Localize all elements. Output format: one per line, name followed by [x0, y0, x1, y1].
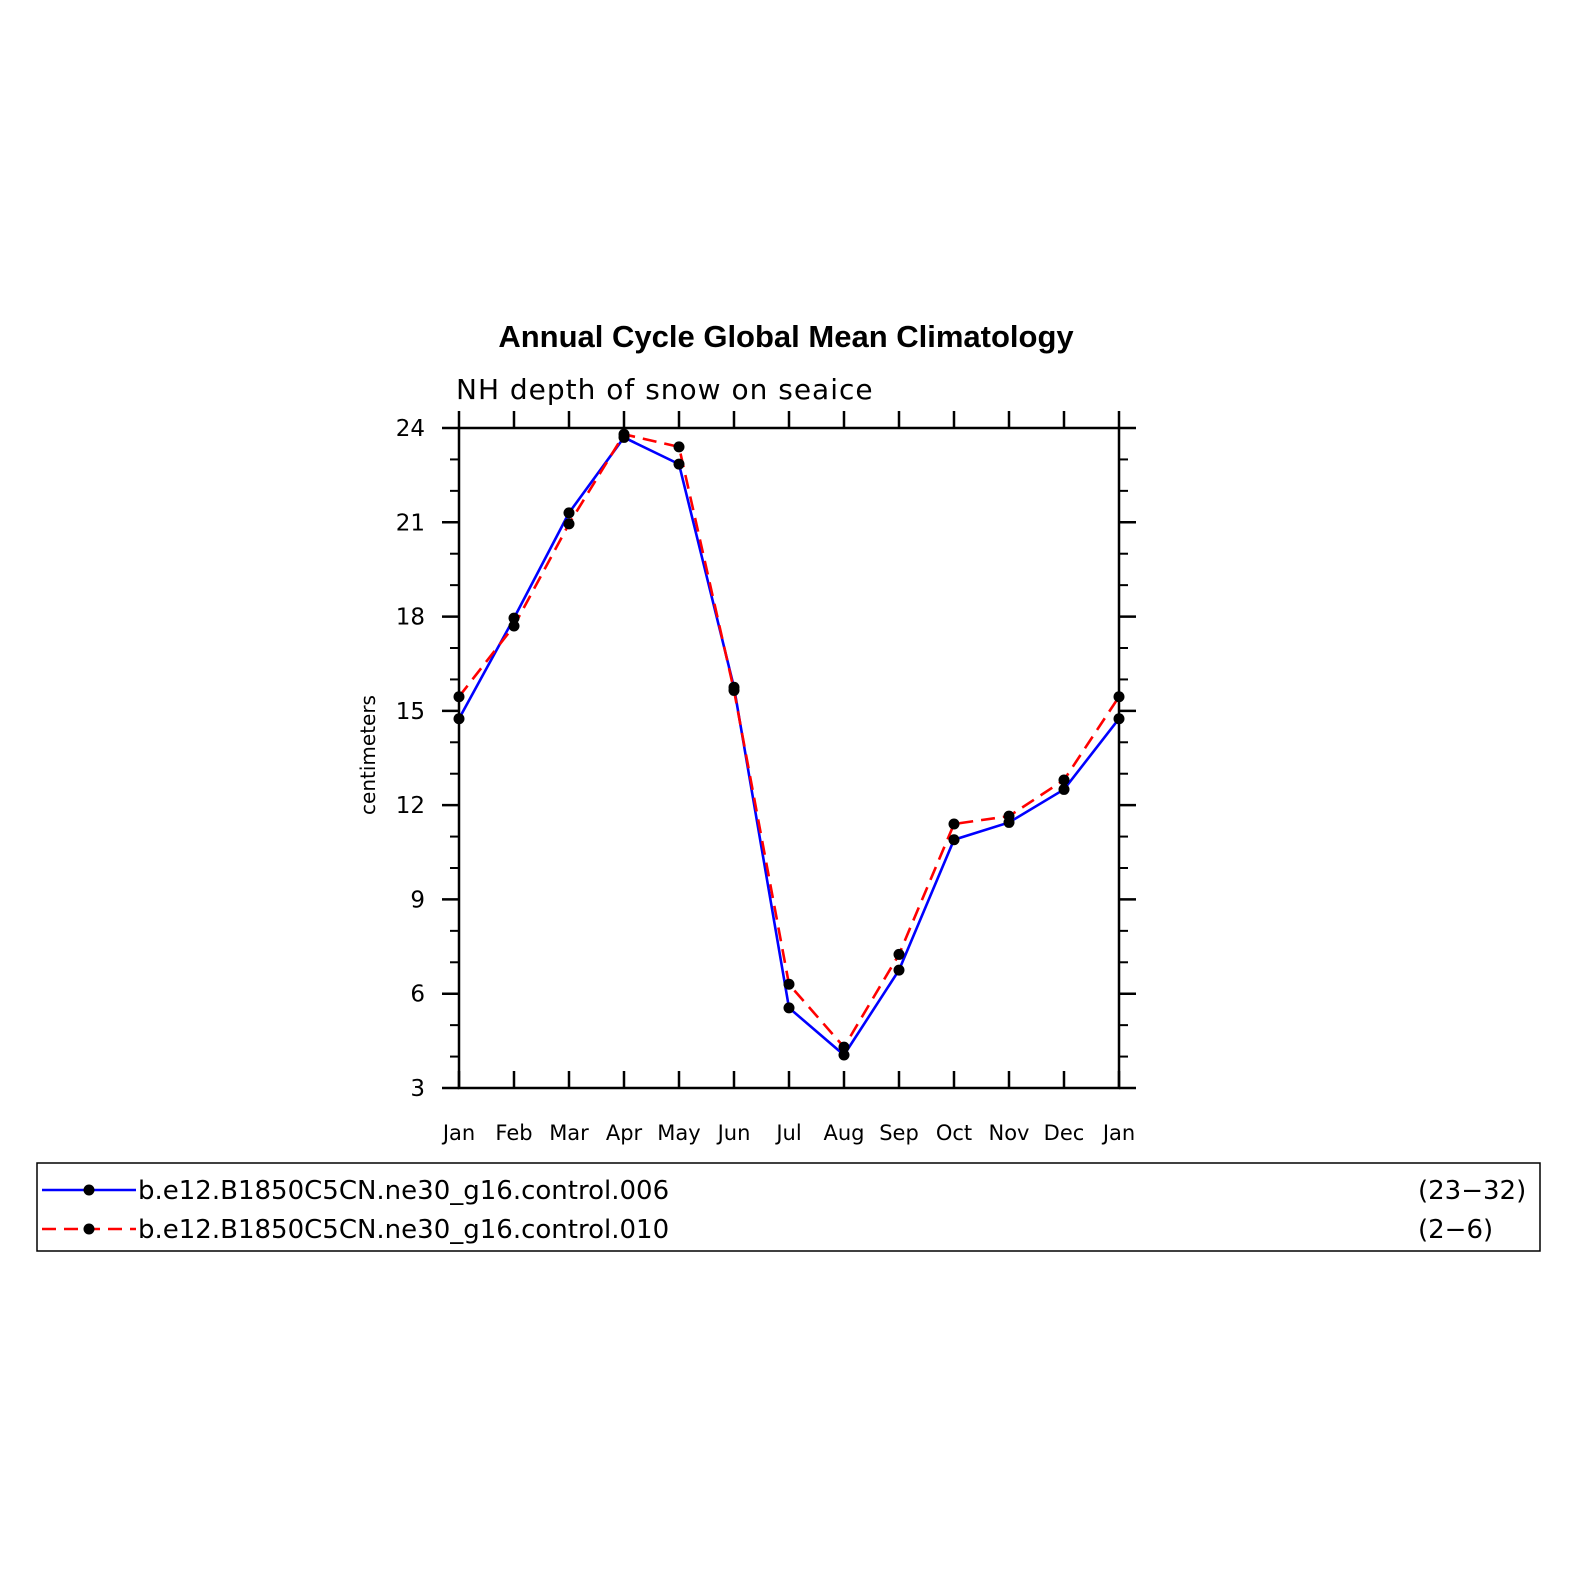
x-tick-label: Apr: [606, 1121, 643, 1145]
chart-title: Annual Cycle Global Mean Climatology: [498, 319, 1074, 354]
data-point-series-2: [508, 620, 520, 632]
y-tick-label: 12: [396, 793, 425, 819]
data-point-series-2: [563, 518, 575, 530]
chart-subtitle: NH depth of snow on seaice: [456, 373, 874, 406]
y-tick-label: 3: [410, 1076, 425, 1102]
series-group: [453, 428, 1125, 1061]
data-point-series-1: [838, 1049, 850, 1061]
legend-box: [36, 1162, 1541, 1252]
axes: 3 6 9 12 15 18 21 24 Jan Feb Mar Apr May Jun Jul Aug Sep…: [396, 411, 1136, 1145]
y-tick-label: 15: [396, 699, 425, 725]
data-point-series-1: [948, 834, 960, 846]
data-point-series-2: [728, 684, 740, 696]
legend-items: b.e12.B1850C5CN.ne30_g16.control.006 (23−…: [42, 1176, 1526, 1245]
data-point-series-2: [453, 691, 465, 703]
data-point-series-1: [1113, 713, 1125, 725]
legend-range-2: (2−6): [1418, 1215, 1493, 1245]
x-tick-label: Feb: [495, 1121, 532, 1145]
data-point-series-2: [1003, 810, 1015, 822]
data-point-series-1: [893, 964, 905, 976]
x-tick-label: Jan: [1101, 1121, 1135, 1145]
y-tick-label: 21: [396, 510, 425, 536]
data-point-series-2: [893, 948, 905, 960]
x-tick-label: Aug: [823, 1121, 864, 1145]
data-point-series-1: [783, 1002, 795, 1014]
legend-marker-1: [83, 1184, 95, 1196]
y-axis-label: centimeters: [356, 695, 380, 815]
data-point-series-1: [453, 713, 465, 725]
legend-label-1: b.e12.B1850C5CN.ne30_g16.control.006: [138, 1176, 669, 1206]
y-tick-label: 6: [410, 982, 425, 1008]
data-point-series-1: [1058, 783, 1070, 795]
x-tick-label: Jun: [716, 1121, 751, 1145]
data-point-series-2: [1113, 691, 1125, 703]
y-tick-label: 18: [396, 605, 425, 631]
y-tick-label: 9: [410, 887, 425, 913]
x-tick-label: Jan: [441, 1121, 475, 1145]
x-tick-label: Mar: [549, 1121, 589, 1145]
data-point-series-2: [1058, 774, 1070, 786]
x-tick-label: May: [657, 1121, 700, 1145]
legend-marker-2: [83, 1223, 95, 1235]
data-point-series-2: [783, 978, 795, 990]
legend-range-1: (23−32): [1418, 1176, 1526, 1206]
x-tick-label: Oct: [936, 1121, 972, 1145]
data-point-series-2: [838, 1041, 850, 1053]
series-line-2: [457, 432, 1121, 1050]
x-tick-label: Jul: [774, 1121, 801, 1145]
data-point-series-2: [673, 441, 685, 453]
series-line-1: [457, 435, 1121, 1057]
x-tick-label: Sep: [879, 1121, 919, 1145]
legend-label-2: b.e12.B1850C5CN.ne30_g16.control.010: [138, 1215, 669, 1245]
data-point-series-1: [508, 612, 520, 624]
x-tick-label: Nov: [989, 1121, 1030, 1145]
data-point-series-1: [673, 458, 685, 470]
data-point-series-1: [563, 507, 575, 519]
data-point-series-2: [618, 428, 630, 440]
legend: b.e12.B1850C5CN.ne30_g16.control.006 (23−…: [36, 1162, 1541, 1252]
y-tick-label: 24: [396, 416, 425, 442]
data-point-series-2: [948, 818, 960, 830]
x-tick-label: Dec: [1044, 1121, 1085, 1145]
